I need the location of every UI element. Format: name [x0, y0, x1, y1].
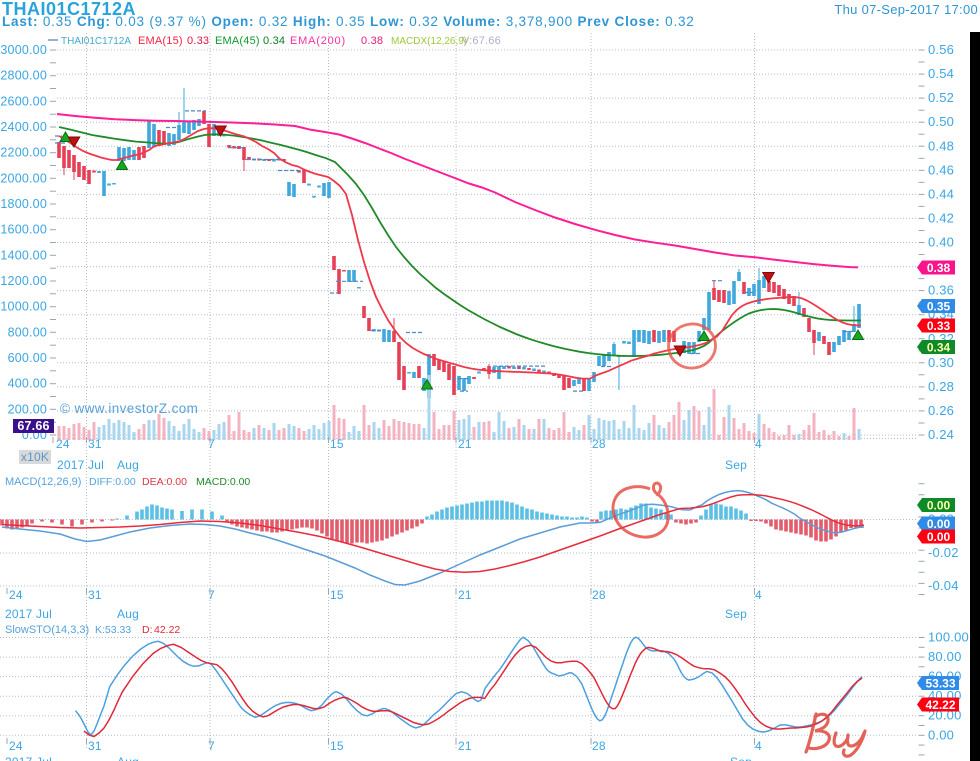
svg-text:67.66: 67.66 [17, 419, 49, 433]
svg-text:15: 15 [330, 739, 344, 753]
svg-text:4: 4 [755, 437, 762, 451]
svg-text:Sep: Sep [725, 607, 747, 621]
svg-text:42.22: 42.22 [925, 698, 955, 712]
svg-text:0.00: 0.00 [927, 517, 951, 531]
svg-text:EMA(200): EMA(200) [290, 35, 346, 47]
svg-text:D:: D: [142, 624, 153, 636]
svg-text:0.48: 0.48 [928, 138, 954, 153]
svg-text:Aug: Aug [117, 458, 139, 472]
svg-text:3000.00: 3000.00 [0, 43, 47, 57]
svg-text:0.54: 0.54 [928, 66, 954, 81]
svg-text:0.00: 0.00 [927, 530, 951, 544]
svg-text:0.46: 0.46 [928, 162, 954, 177]
svg-text:200.00: 200.00 [8, 402, 47, 416]
svg-text:1800.00: 1800.00 [0, 197, 47, 211]
svg-text:1000.00: 1000.00 [0, 300, 47, 314]
svg-text:0.30: 0.30 [928, 355, 954, 370]
svg-text:V:67.66: V:67.66 [462, 35, 501, 47]
svg-text:0.56: 0.56 [928, 42, 954, 57]
svg-text:0.40: 0.40 [928, 235, 954, 250]
svg-text:Aug: Aug [117, 607, 139, 621]
svg-text:0.28: 0.28 [928, 379, 954, 394]
svg-text:0.38: 0.38 [361, 35, 383, 47]
svg-text:0.00: 0.00 [927, 499, 951, 513]
svg-text:0.34: 0.34 [263, 35, 285, 47]
svg-text:21: 21 [458, 739, 472, 753]
svg-text:24: 24 [9, 588, 23, 602]
svg-text:DIFF:0.00: DIFF:0.00 [89, 476, 136, 488]
svg-text:DEA:0.00: DEA:0.00 [142, 476, 187, 488]
svg-text:80.00: 80.00 [928, 649, 962, 664]
svg-text:-0.04: -0.04 [928, 578, 959, 593]
svg-text:0.36: 0.36 [928, 283, 954, 298]
svg-text:THAI01C1712A: THAI01C1712A [2, 0, 136, 19]
svg-text:0.50: 0.50 [928, 114, 954, 129]
svg-text:SlowSTO(14,3,3): SlowSTO(14,3,3) [5, 624, 89, 636]
svg-text:Sep: Sep [730, 755, 752, 761]
svg-text:0.26: 0.26 [928, 403, 954, 418]
svg-text:28: 28 [592, 588, 606, 602]
svg-text:0.24: 0.24 [928, 427, 954, 442]
svg-text:THAI01C1712A: THAI01C1712A [61, 36, 131, 47]
svg-text:1200.00: 1200.00 [0, 274, 47, 288]
svg-text:MACD(12,26,9): MACD(12,26,9) [5, 476, 81, 488]
svg-text:400.00: 400.00 [8, 377, 47, 391]
svg-text:K:53.33: K:53.33 [95, 624, 131, 636]
svg-text:2017 Jul: 2017 Jul [5, 607, 52, 621]
svg-text:1600.00: 1600.00 [0, 223, 47, 237]
svg-text:28: 28 [592, 437, 606, 451]
svg-text:2200.00: 2200.00 [0, 146, 47, 160]
svg-text:0.42: 0.42 [928, 210, 954, 225]
svg-text:1400.00: 1400.00 [0, 248, 47, 262]
svg-text:800.00: 800.00 [8, 325, 47, 339]
svg-text:EMA(15): EMA(15) [138, 35, 183, 47]
svg-text:-0.02: -0.02 [928, 545, 959, 560]
svg-text:2017 Jul: 2017 Jul [57, 458, 104, 472]
svg-text:24: 24 [9, 739, 23, 753]
svg-text:0.00: 0.00 [928, 727, 954, 742]
svg-text:© www.investorZ.com: © www.investorZ.com [60, 401, 198, 416]
svg-text:53.33: 53.33 [925, 677, 955, 691]
svg-text:0.38: 0.38 [927, 261, 951, 275]
svg-text:0.52: 0.52 [928, 90, 954, 105]
svg-text:Last: 0.35 Chg: 0.03 (9.37 %): Last: 0.35 Chg: 0.03 (9.37 %) Open: 0.32… [2, 14, 695, 29]
svg-text:7: 7 [208, 739, 215, 753]
svg-text:7: 7 [208, 588, 215, 602]
svg-text:Thu 07-Sep-2017 17:00: Thu 07-Sep-2017 17:00 [834, 2, 978, 17]
svg-text:15: 15 [330, 437, 344, 451]
svg-text:31: 31 [88, 739, 102, 753]
svg-text:2017 Jul: 2017 Jul [5, 755, 52, 761]
svg-text:21: 21 [458, 588, 472, 602]
svg-text:2000.00: 2000.00 [0, 171, 47, 185]
svg-text:7: 7 [208, 437, 215, 451]
svg-text:0.33: 0.33 [927, 319, 951, 333]
svg-text:0.34: 0.34 [927, 341, 951, 355]
svg-text:21: 21 [458, 437, 472, 451]
svg-text:MACD:0.00: MACD:0.00 [196, 476, 250, 488]
svg-text:0.33: 0.33 [187, 35, 209, 47]
svg-text:4: 4 [755, 739, 762, 753]
svg-text:24: 24 [56, 437, 70, 451]
svg-text:31: 31 [88, 588, 102, 602]
svg-text:2600.00: 2600.00 [0, 94, 47, 108]
svg-text:2400.00: 2400.00 [0, 120, 47, 134]
svg-text:100.00: 100.00 [928, 630, 969, 645]
svg-text:28: 28 [592, 739, 606, 753]
svg-text:MACDX(12,26,9): MACDX(12,26,9) [391, 36, 467, 47]
svg-text:0.44: 0.44 [928, 186, 954, 201]
svg-text:Sep: Sep [725, 458, 747, 472]
svg-text:EMA(45): EMA(45) [215, 35, 260, 47]
svg-text:15: 15 [330, 588, 344, 602]
svg-text:Aug: Aug [117, 755, 139, 761]
svg-text:31: 31 [88, 437, 102, 451]
svg-text:600.00: 600.00 [8, 351, 47, 365]
svg-text:2800.00: 2800.00 [0, 69, 47, 83]
svg-text:0.35: 0.35 [927, 300, 951, 314]
svg-text:4: 4 [755, 588, 762, 602]
svg-text:42.22: 42.22 [154, 624, 180, 636]
svg-text:x10K: x10K [21, 450, 49, 464]
